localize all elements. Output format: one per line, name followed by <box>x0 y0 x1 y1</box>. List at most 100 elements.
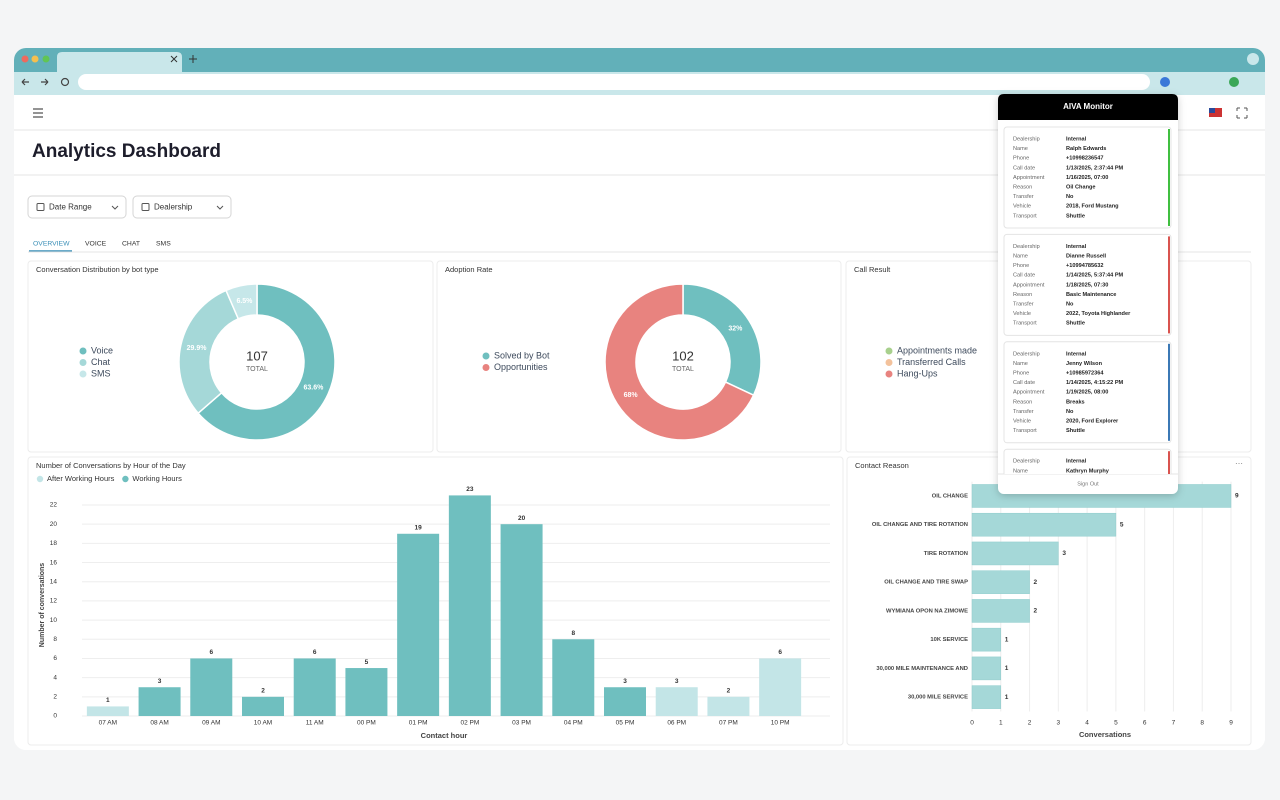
bar <box>397 533 440 716</box>
bar-value: 2 <box>727 688 731 695</box>
tab[interactable]: VOICE <box>85 240 107 247</box>
field-value: Ralph Edwards <box>1066 146 1106 152</box>
field-value: Shuttle <box>1066 213 1085 219</box>
field-value: 1/14/2025, 4:15:22 PM <box>1066 380 1124 386</box>
legend-dot <box>482 364 490 371</box>
filter-icon <box>141 203 150 211</box>
field-label: Appointment <box>1013 175 1045 181</box>
filter-box[interactable] <box>132 195 232 219</box>
field-label: Transfer <box>1013 301 1034 307</box>
nav-arrows[interactable] <box>21 78 49 86</box>
legend-dot <box>885 370 893 378</box>
field-label: Vehicle <box>1013 204 1031 210</box>
expand-icon[interactable] <box>1236 107 1248 119</box>
max-dot[interactable] <box>42 55 50 63</box>
y-tick-label: OIL CHANGE AND TIRE SWAP <box>884 580 968 586</box>
bar <box>971 570 1030 594</box>
flag-icon[interactable] <box>1209 108 1222 117</box>
bar <box>552 639 595 716</box>
donut-total-label: TOTAL <box>672 366 694 373</box>
field-value: 1/13/2025, 2:37:44 PM <box>1066 165 1124 171</box>
filter-label: Date Range <box>49 203 92 212</box>
legend-dot <box>79 347 87 355</box>
sign-out[interactable]: Sign Out <box>1077 481 1099 487</box>
card-menu[interactable]: ⋯ <box>1235 459 1243 468</box>
bar-value: 19 <box>415 524 423 531</box>
bar <box>345 668 388 716</box>
x-tick-label: 8 <box>1200 720 1204 727</box>
profile-icon[interactable] <box>1229 77 1239 87</box>
y-tick-label: 10 <box>50 617 58 624</box>
y-tick-label: TIRE ROTATION <box>924 551 968 557</box>
field-label: Call date <box>1013 273 1035 279</box>
min-dot[interactable] <box>31 55 39 63</box>
browser-tab[interactable] <box>57 52 182 72</box>
close-dot[interactable] <box>21 55 29 63</box>
record-status <box>1168 236 1170 334</box>
slice-label: 63.6% <box>303 385 324 392</box>
bar-value: 1 <box>1005 636 1009 643</box>
donut-slice <box>682 283 762 397</box>
bar <box>971 512 1117 537</box>
bar-value: 5 <box>365 659 369 666</box>
tab[interactable]: CHAT <box>122 240 140 247</box>
legend-label: Opportunities <box>494 362 548 372</box>
ext-icon[interactable] <box>1160 77 1170 87</box>
field-value: Dianne Russell <box>1066 253 1107 259</box>
card-title: Contact Reason <box>855 461 909 470</box>
tab-icons[interactable] <box>170 55 197 63</box>
legend-dot <box>79 370 87 378</box>
field-label: Reason <box>1013 184 1032 190</box>
y-tick-label: 6 <box>53 655 57 662</box>
field-label: Dealership <box>1013 351 1040 357</box>
legend-label: Hang-Ups <box>897 368 938 378</box>
field-label: Dealership <box>1013 244 1040 250</box>
bar-value: 1 <box>1005 665 1009 672</box>
tab[interactable]: SMS <box>156 240 171 247</box>
tab[interactable]: OVERVIEW <box>33 240 70 247</box>
card-title: Call Result <box>854 265 891 274</box>
x-tick-label: 3 <box>1057 720 1061 727</box>
bar-value: 3 <box>158 678 162 685</box>
field-value: Kathryn Murphy <box>1066 468 1110 474</box>
legend-label: Appointments made <box>897 345 977 355</box>
bar <box>971 685 1002 709</box>
monitor-records: Dealership Internal Name Ralph Edwards Phone… <box>1003 126 1172 474</box>
bar <box>242 696 284 716</box>
field-label: Reason <box>1013 292 1032 298</box>
bar-value: 5 <box>1120 521 1124 528</box>
x-tick-label: 7 <box>1172 720 1176 727</box>
tab-menu[interactable] <box>1247 53 1259 65</box>
reload[interactable] <box>60 77 70 87</box>
card <box>27 260 434 453</box>
flag-canton <box>1209 108 1215 113</box>
field-value: Oil Change <box>1066 184 1096 190</box>
filter-label: Dealership <box>154 203 193 212</box>
field-value: Internal <box>1066 136 1087 142</box>
filter-icon <box>36 203 45 211</box>
field-value: Internal <box>1066 351 1087 357</box>
legend-dot <box>482 352 490 360</box>
donut-total: 102 <box>672 348 694 363</box>
filter-box[interactable] <box>27 195 127 219</box>
x-tick-label: 0 <box>970 720 974 727</box>
field-label: Phone <box>1013 263 1029 269</box>
legend-label: After Working Hours <box>47 474 115 483</box>
bar <box>971 599 1030 623</box>
card-title: Conversation Distribution by bot type <box>36 265 159 274</box>
field-value: 1/18/2025, 07:30 <box>1066 282 1108 288</box>
field-label: Transport <box>1013 213 1037 219</box>
y-tick-label: 14 <box>50 578 58 585</box>
x-tick-label: 03 PM <box>512 720 531 727</box>
field-label: Transfer <box>1013 409 1034 415</box>
menu-icon[interactable] <box>33 108 43 118</box>
field-value: 2020, Ford Explorer <box>1066 418 1119 424</box>
bar-value: 1 <box>1005 694 1009 701</box>
field-value: Internal <box>1066 459 1087 465</box>
record-status <box>1168 451 1170 474</box>
y-tick-label: 2 <box>53 694 57 701</box>
field-label: Vehicle <box>1013 311 1031 317</box>
bar <box>190 658 233 716</box>
address-bar[interactable] <box>78 74 1150 90</box>
